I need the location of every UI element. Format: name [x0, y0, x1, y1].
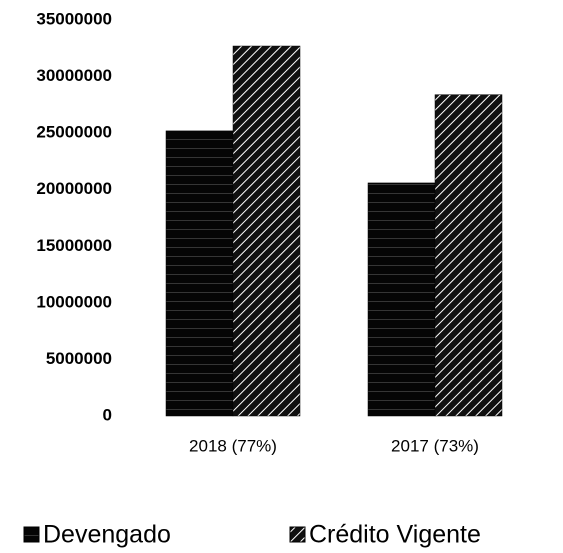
x-tick-label: 2017 (73%): [391, 436, 479, 455]
legend-swatch: [289, 526, 306, 543]
legend-label: Crédito Vigente: [309, 521, 481, 549]
y-tick-label: 5000000: [46, 349, 112, 368]
legend-label: Devengado: [43, 521, 171, 549]
x-tick-label: 2018 (77%): [189, 436, 277, 455]
y-tick-label: 10000000: [36, 292, 112, 311]
y-tick-label: 25000000: [36, 123, 112, 142]
y-tick-label: 35000000: [36, 9, 112, 28]
y-tick-label: 15000000: [36, 236, 112, 255]
bar: [434, 94, 503, 417]
y-tick-label: 30000000: [36, 66, 112, 85]
bar: [165, 130, 234, 417]
y-tick-label: 20000000: [36, 179, 112, 198]
bar: [367, 182, 436, 417]
legend-swatch: [23, 526, 40, 543]
bar: [232, 45, 301, 417]
y-tick-label: 0: [103, 405, 112, 424]
